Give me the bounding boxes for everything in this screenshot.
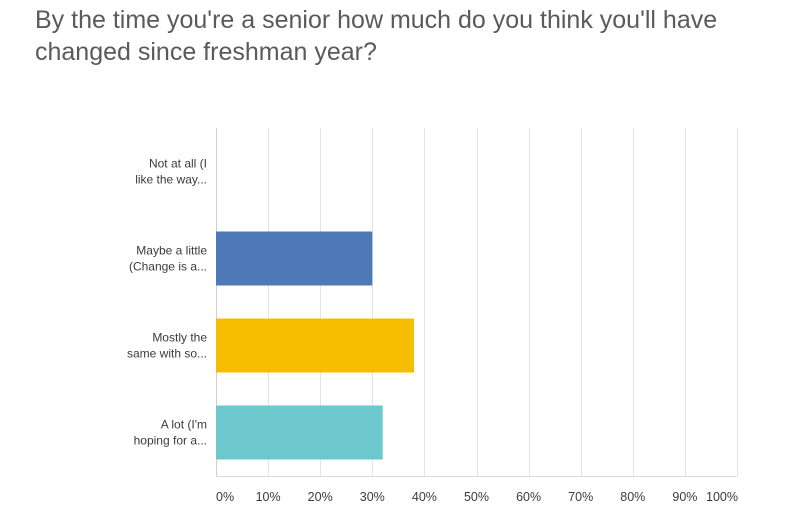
category-label-line: like the way... bbox=[135, 173, 207, 187]
category-label-line: Mostly the bbox=[152, 331, 207, 345]
category-label-line: A lot (I'm bbox=[161, 418, 207, 432]
x-tick-label: 100% bbox=[706, 490, 738, 504]
x-tick-label: 0% bbox=[216, 490, 234, 504]
x-tick-label: 20% bbox=[308, 490, 333, 504]
category-label: Not at all (I like the way... bbox=[135, 157, 207, 187]
category-label: Mostly the same with so... bbox=[127, 331, 207, 361]
chart-title: By the time you're a senior how much do … bbox=[35, 6, 718, 66]
x-tick-label: 50% bbox=[464, 490, 489, 504]
bar bbox=[216, 318, 414, 373]
category-label: A lot (I'm hoping for a... bbox=[134, 418, 207, 448]
x-tick-label: 10% bbox=[256, 490, 281, 504]
category-label-line: (Change is a... bbox=[129, 260, 207, 274]
bar bbox=[216, 231, 373, 286]
category-label: Maybe a little (Change is a... bbox=[129, 244, 207, 274]
x-tick-label: 70% bbox=[568, 490, 593, 504]
x-tick-label: 60% bbox=[516, 490, 541, 504]
category-label-line: hoping for a... bbox=[134, 434, 207, 448]
category-label-line: Not at all (I bbox=[149, 157, 207, 171]
bar bbox=[216, 405, 383, 460]
category-label-line: Maybe a little bbox=[136, 244, 207, 258]
x-tick-label: 40% bbox=[412, 490, 437, 504]
x-tick-label: 30% bbox=[360, 490, 385, 504]
x-tick-label: 90% bbox=[672, 490, 697, 504]
x-tick-label: 80% bbox=[620, 490, 645, 504]
category-label-line: same with so... bbox=[127, 347, 207, 361]
